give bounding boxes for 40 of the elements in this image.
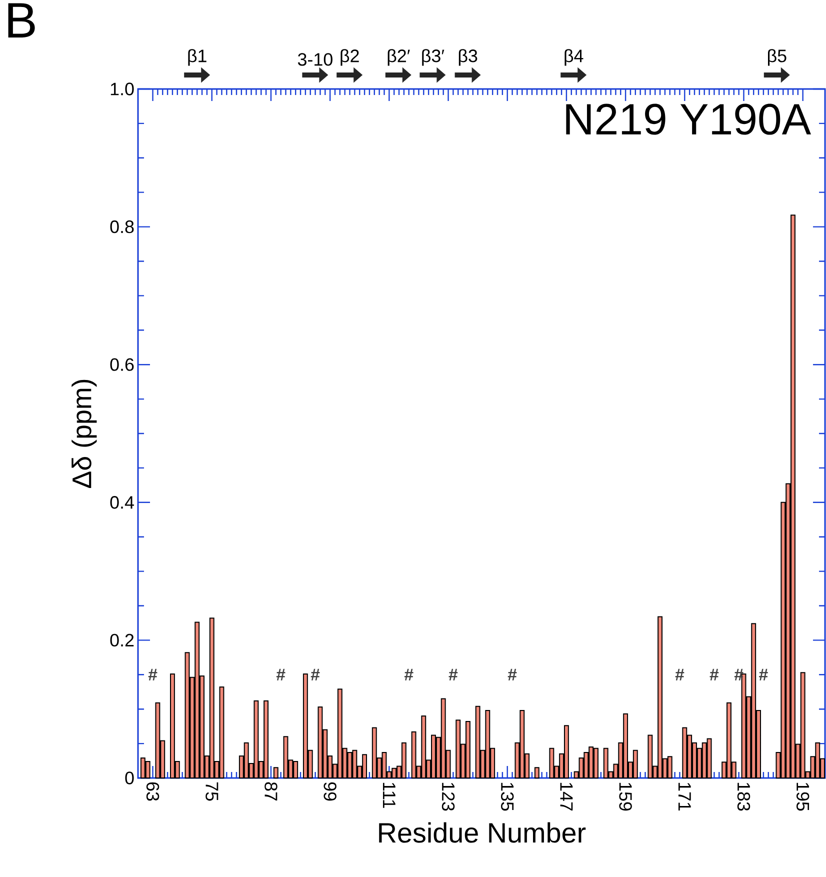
x-tick-label: 171 <box>678 782 691 811</box>
text: # <box>310 668 320 680</box>
x-tick-label: 75 <box>206 782 218 801</box>
y-tick-label: 0.4 <box>110 496 134 509</box>
text: # <box>759 668 768 680</box>
x-tick-label: 63 <box>146 782 160 801</box>
x-tick-label: 135 <box>501 782 514 811</box>
x-axis-title: Residue Number <box>379 822 586 843</box>
x-tick-label: 147 <box>560 782 573 811</box>
y-tick-label: 0.8 <box>110 220 134 234</box>
y-tick-label: 0.2 <box>110 634 134 647</box>
y-axis-title: Δδ (ppm) <box>72 380 97 488</box>
text: 3-10 <box>298 53 332 66</box>
chart-title: N219 Y190A <box>566 104 811 135</box>
x-tick-label: 195 <box>796 782 810 811</box>
text: # <box>734 668 744 680</box>
x-tick-label: 159 <box>619 782 632 811</box>
y-tick-label: 0 <box>125 772 134 784</box>
text: # <box>276 668 286 680</box>
text: β3′ <box>422 49 444 66</box>
x-tick-label: 183 <box>737 782 750 811</box>
x-tick-label: 87 <box>264 782 278 801</box>
x-tick-label: 99 <box>324 782 336 801</box>
text: # <box>148 668 158 680</box>
text: β4 <box>564 49 584 66</box>
x-tick-label: 123 <box>442 782 455 811</box>
text: # <box>508 668 517 680</box>
text: β2′ <box>388 49 410 66</box>
text: β1 <box>188 49 206 66</box>
text: # <box>710 668 719 680</box>
y-tick-label: 1.0 <box>110 82 134 96</box>
text: β3 <box>458 49 478 66</box>
text: β5 <box>768 49 786 66</box>
text: B <box>8 3 35 38</box>
text: # <box>448 668 458 680</box>
y-tick-label: 0.6 <box>110 358 134 371</box>
text: β2 <box>340 49 359 66</box>
x-tick-label: 111 <box>382 782 396 808</box>
text: # <box>675 668 684 680</box>
text: # <box>404 668 414 680</box>
